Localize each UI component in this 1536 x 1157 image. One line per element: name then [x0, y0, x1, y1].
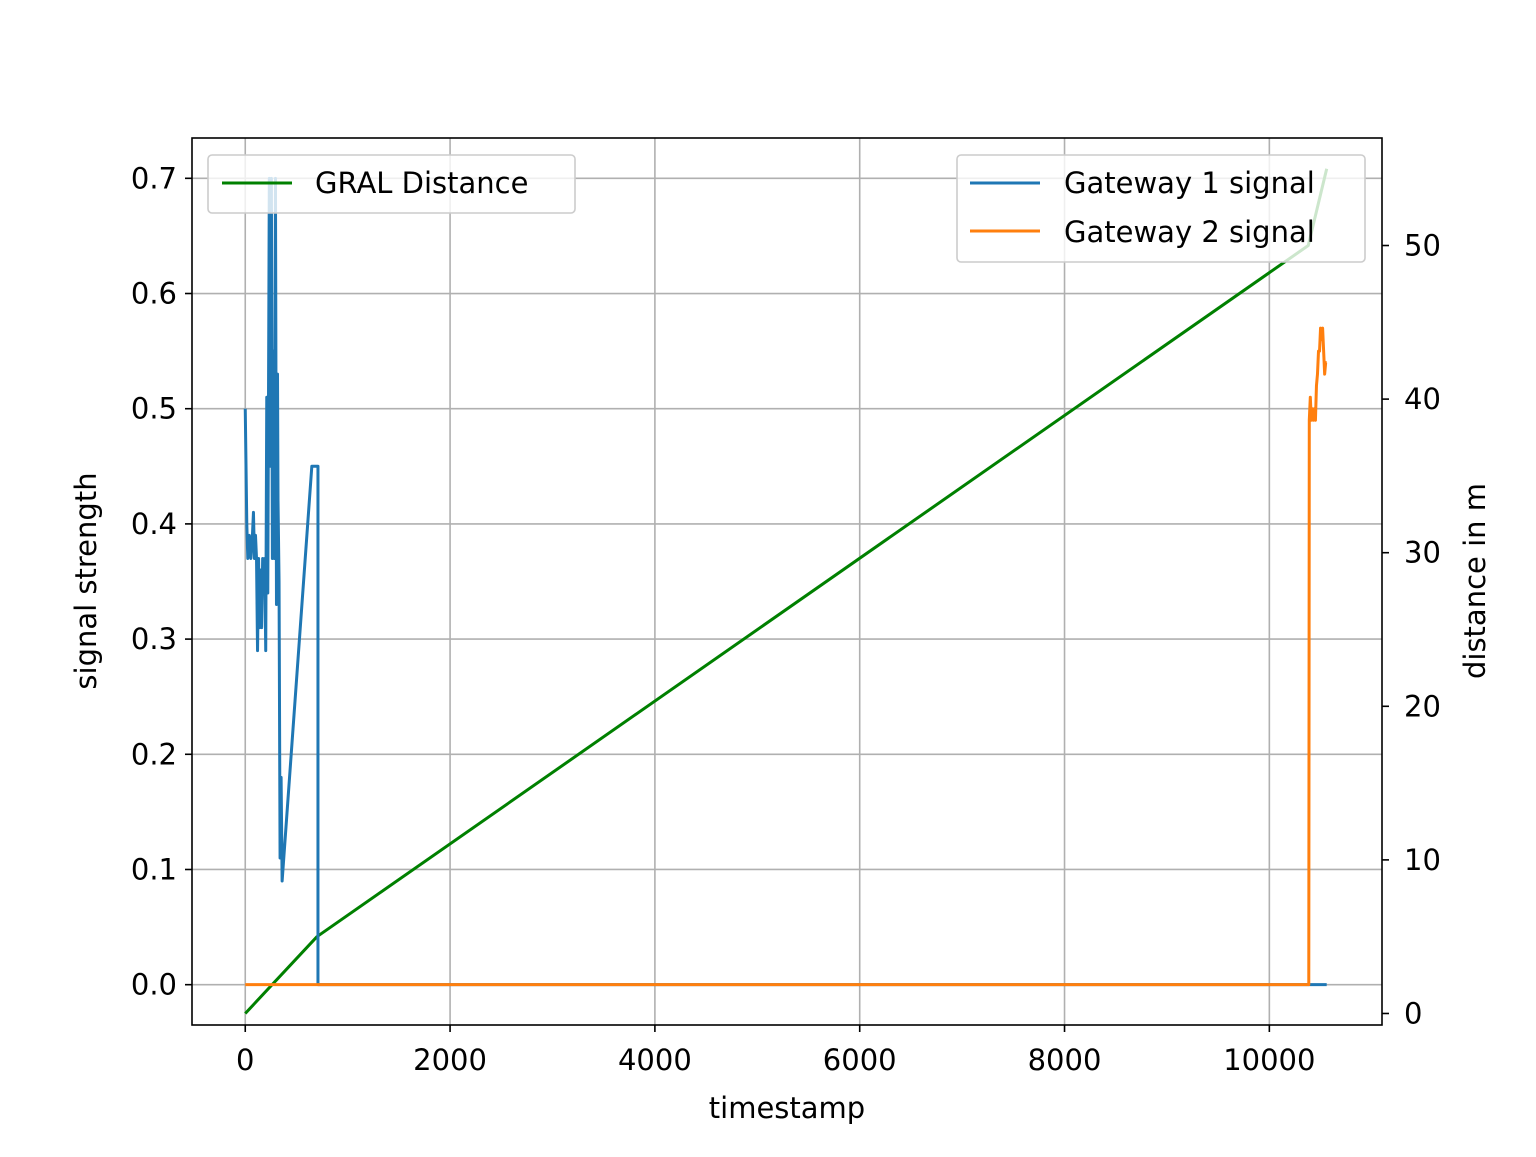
- y-tick-label: 0.7: [131, 161, 177, 195]
- y2-tick-label: 30: [1404, 536, 1441, 570]
- legend-label-gateway-2: Gateway 2 signal: [1064, 215, 1315, 249]
- y-tick-label: 0.1: [131, 852, 177, 886]
- x-tick-label: 6000: [823, 1043, 897, 1077]
- grid-lines: [192, 138, 1382, 1025]
- y-tick-label: 0.5: [131, 392, 177, 426]
- y2-tick-label: 50: [1404, 229, 1441, 263]
- x-tick-label: 10000: [1223, 1043, 1315, 1077]
- y2-tick-label: 0: [1404, 996, 1422, 1030]
- y2-axis-label: distance in m: [1458, 483, 1492, 679]
- y-axis-label: signal strength: [69, 472, 103, 689]
- legend-distance: GRAL Distance: [207, 154, 576, 214]
- y2-tick-label: 10: [1404, 843, 1441, 877]
- y-tick-label: 0.6: [131, 277, 177, 311]
- y2-tick-label: 40: [1404, 382, 1441, 416]
- legend-label-gateway-1: Gateway 1 signal: [1064, 166, 1315, 200]
- x-tick-label: 2000: [413, 1043, 487, 1077]
- series-line-gateway-1-signal: [243, 176, 1327, 987]
- y-tick-label: 0.3: [131, 622, 177, 656]
- plot-frame: [191, 137, 1383, 1026]
- legend-signals: Gateway 1 signal Gateway 2 signal: [956, 154, 1366, 263]
- x-tick-label: 4000: [618, 1043, 692, 1077]
- legend-label-gral-distance: GRAL Distance: [315, 166, 528, 200]
- y-tick-label: 0.2: [131, 737, 177, 771]
- y-tick-label: 0.0: [131, 968, 177, 1002]
- axis-ticks: 0 2000 4000 6000 8000 10000 0.0 0.1 0.2 0.3 0.4 0.5…: [131, 161, 1441, 1077]
- y2-tick-label: 20: [1404, 689, 1441, 723]
- x-tick-label: 8000: [1028, 1043, 1102, 1077]
- legend-box: [207, 154, 576, 214]
- y-tick-label: 0.4: [131, 507, 177, 541]
- legend-box: [956, 154, 1366, 263]
- series-line-gateway-2-signal: [245, 326, 1328, 987]
- x-axis-label: timestamp: [709, 1091, 865, 1125]
- x-tick-label: 0: [236, 1043, 254, 1077]
